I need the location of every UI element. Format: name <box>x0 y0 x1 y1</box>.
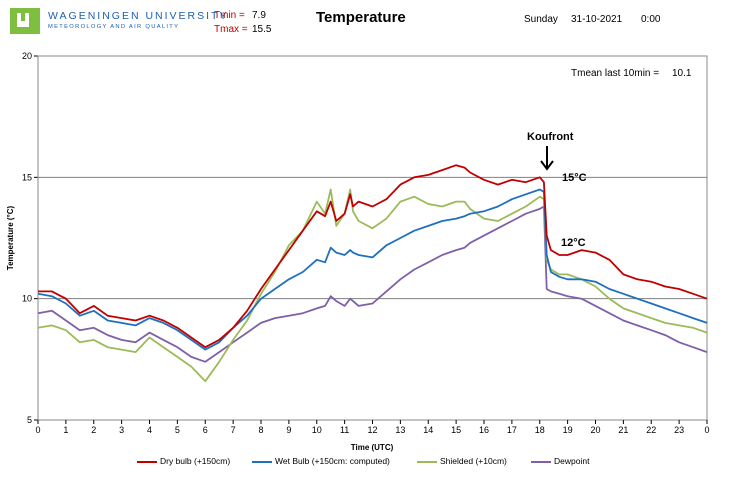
x-tick-label: 18 <box>535 425 545 435</box>
x-tick-label: 12 <box>367 425 377 435</box>
x-tick-label: 15 <box>451 425 461 435</box>
date-label: 31-10-2021 <box>571 14 623 25</box>
x-tick-label: 5 <box>175 425 180 435</box>
x-tick-label: 19 <box>563 425 573 435</box>
tmax-label: Tmax = <box>214 24 248 35</box>
tmean-label: Tmean last 10min = <box>571 68 660 79</box>
x-tick-label: 22 <box>646 425 656 435</box>
legend-item-wet-bulb: Wet Bulb (+150cm: computed) <box>252 456 390 466</box>
arrow-icon <box>540 146 554 171</box>
y-axis-label: Temperature (°C) <box>6 205 15 270</box>
day-label: Sunday <box>524 14 558 25</box>
legend-item-dewpoint: Dewpoint <box>531 456 589 466</box>
tmean-value: 10.1 <box>672 68 692 79</box>
org-name: WAGENINGEN UNIVERSITY <box>48 10 229 22</box>
x-tick-label: 16 <box>479 425 489 435</box>
temp-after-annotation: 12°C <box>561 237 586 249</box>
series-shielded <box>37 188 708 383</box>
x-tick-label: 9 <box>286 425 291 435</box>
tmin-value: 7.9 <box>252 10 266 21</box>
chart-legend: Dry bulb (+150cm) Wet Bulb (+150cm: comp… <box>0 456 732 470</box>
chart-title: Temperature <box>316 9 406 26</box>
legend-item-shielded: Shielded (+10cm) <box>417 456 507 466</box>
temp-before-annotation: 15°C <box>562 172 587 184</box>
y-tick-label: 20 <box>22 51 32 61</box>
y-tick-label: 5 <box>27 415 32 425</box>
org-subtitle: METEOROLOGY AND AIR QUALITY <box>48 24 180 30</box>
time-label: 0:00 <box>641 14 661 25</box>
x-tick-label: 4 <box>147 425 152 435</box>
tmax-value: 15.5 <box>252 24 272 35</box>
x-tick-label: 10 <box>312 425 322 435</box>
x-axis-label: Time (UTC) <box>351 443 394 452</box>
x-tick-label: 13 <box>395 425 405 435</box>
x-tick-label: 2 <box>91 425 96 435</box>
series-wet-bulb <box>37 188 708 351</box>
x-tick-label: 7 <box>231 425 236 435</box>
y-tick-label: 10 <box>22 294 32 304</box>
x-tick-label: 6 <box>203 425 208 435</box>
plot-area <box>37 55 708 421</box>
x-tick-label: 3 <box>119 425 124 435</box>
x-tick-label: 23 <box>674 425 684 435</box>
x-tick-label: 17 <box>507 425 517 435</box>
x-tick-label: 1 <box>63 425 68 435</box>
tmin-label: Tmin = <box>214 10 245 21</box>
x-tick-label: 21 <box>618 425 628 435</box>
x-tick-label: 0 <box>704 425 709 435</box>
x-tick-label: 0 <box>35 425 40 435</box>
y-tick-label: 15 <box>22 172 32 182</box>
front-annotation: Koufront <box>527 131 574 143</box>
x-tick-label: 14 <box>423 425 433 435</box>
legend-item-dry-bulb: Dry bulb (+150cm) <box>137 456 230 466</box>
x-tick-label: 20 <box>590 425 600 435</box>
x-tick-label: 11 <box>340 425 349 435</box>
series-dry-bulb <box>38 164 708 349</box>
series-dewpoint <box>37 205 708 363</box>
university-logo <box>10 8 40 34</box>
x-tick-label: 8 <box>258 425 263 435</box>
